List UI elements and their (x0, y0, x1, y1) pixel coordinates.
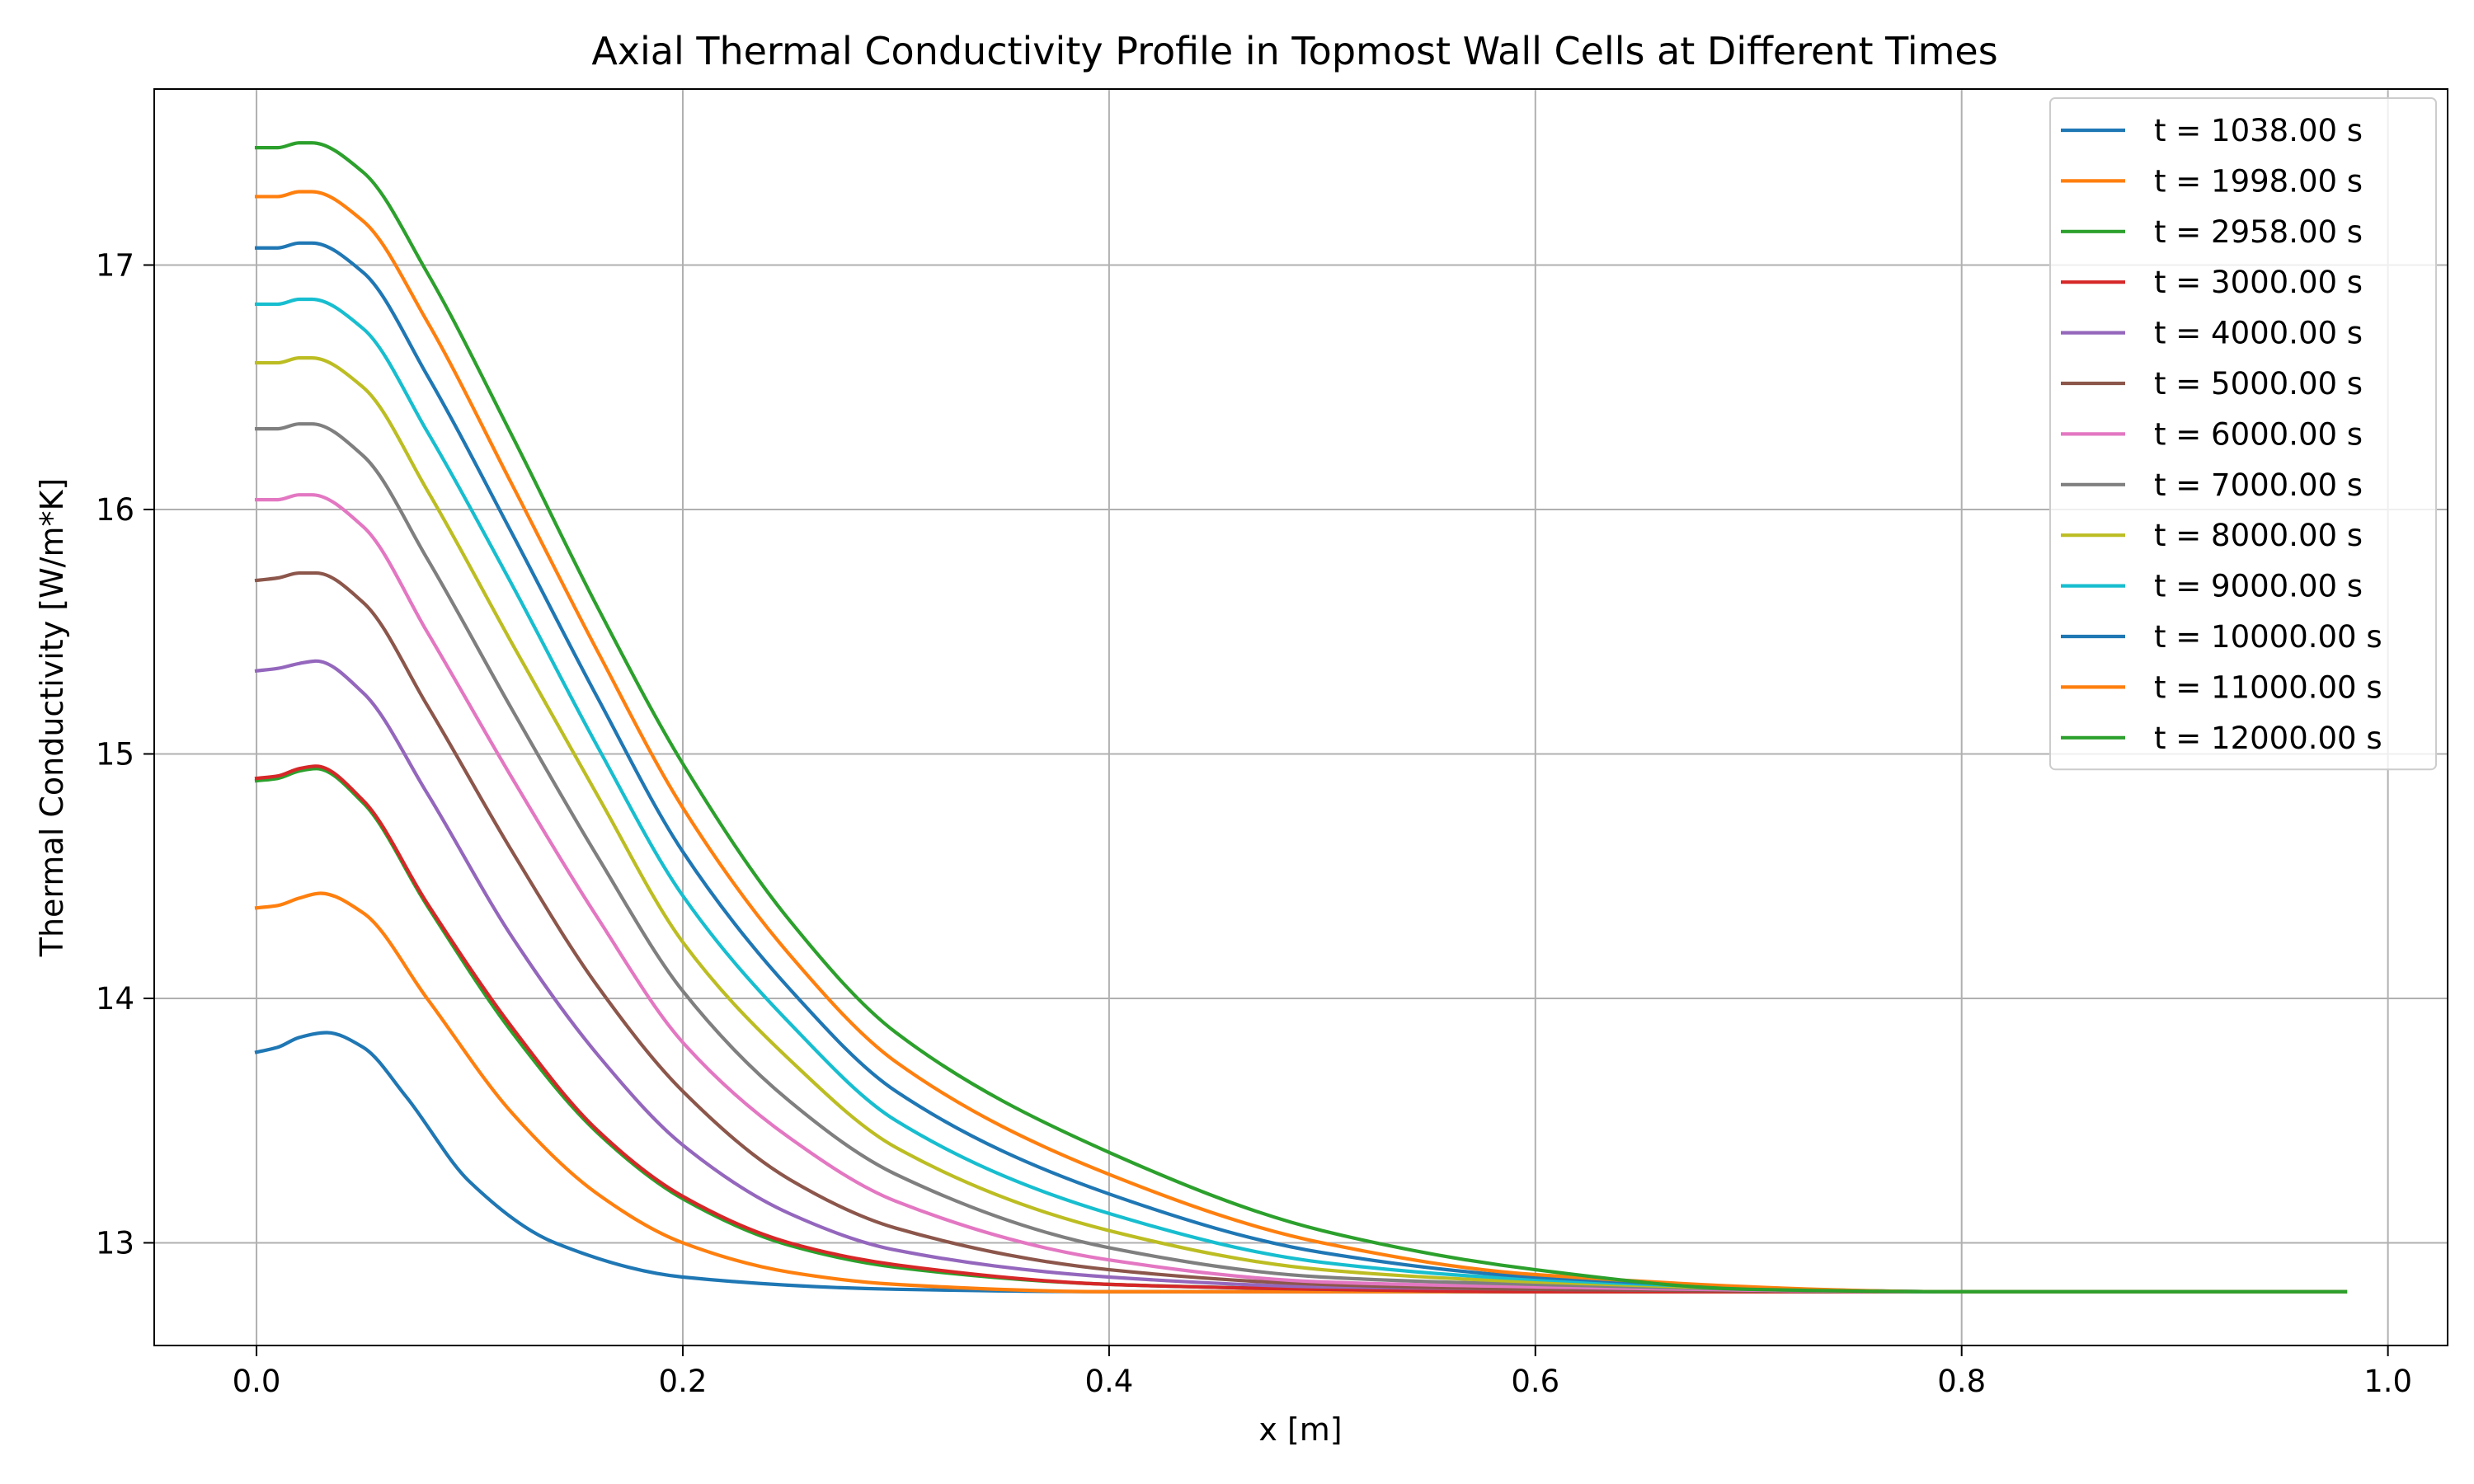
legend-label: t = 1998.00 s (2154, 163, 2363, 199)
x-tick-label: 1.0 (2363, 1364, 2412, 1399)
legend-label: t = 2958.00 s (2154, 214, 2363, 250)
legend-label: t = 1038.00 s (2154, 113, 2363, 148)
legend: t = 1038.00 s t = 1998.00 s t = 2958.00 s t… (2049, 97, 2437, 771)
legend-label: t = 3000.00 s (2154, 265, 2363, 300)
legend-label: t = 10000.00 s (2154, 619, 2382, 655)
x-tick-label: 0.2 (659, 1364, 708, 1399)
legend-box (2049, 97, 2437, 771)
x-tick-label: 0.4 (1084, 1364, 1133, 1399)
legend-label: t = 7000.00 s (2154, 467, 2363, 503)
legend-label: t = 9000.00 s (2154, 569, 2363, 604)
legend-label: t = 8000.00 s (2154, 518, 2363, 553)
y-axis-label: Thermal Conductivity [W/m*K] (34, 478, 70, 957)
chart-title: Axial Thermal Conductivity Profile in To… (591, 29, 1997, 73)
y-tick-label: 14 (96, 981, 134, 1017)
ticks-layer: 0.0 0.2 0.4 0.6 0.8 1.0 13 14 15 16 17 (96, 247, 2412, 1399)
legend-label: t = 5000.00 s (2154, 366, 2363, 402)
y-tick-label: 17 (96, 247, 134, 283)
legend-label: t = 4000.00 s (2154, 316, 2363, 351)
x-axis-label: x [m] (1258, 1411, 1342, 1448)
legend-label: t = 12000.00 s (2154, 721, 2382, 756)
x-tick-label: 0.6 (1511, 1364, 1559, 1399)
y-tick-label: 16 (96, 492, 134, 528)
legend-label: t = 11000.00 s (2154, 669, 2382, 705)
plot-frame (153, 88, 2448, 1346)
x-tick-label: 0.8 (1937, 1364, 1986, 1399)
legend-label: t = 6000.00 s (2154, 416, 2363, 452)
x-tick-label: 0.0 (233, 1364, 281, 1399)
series-layer (254, 141, 2348, 1294)
y-tick-label: 15 (96, 736, 134, 772)
y-tick-label: 13 (96, 1225, 134, 1261)
series-line-13 (254, 141, 2348, 1294)
